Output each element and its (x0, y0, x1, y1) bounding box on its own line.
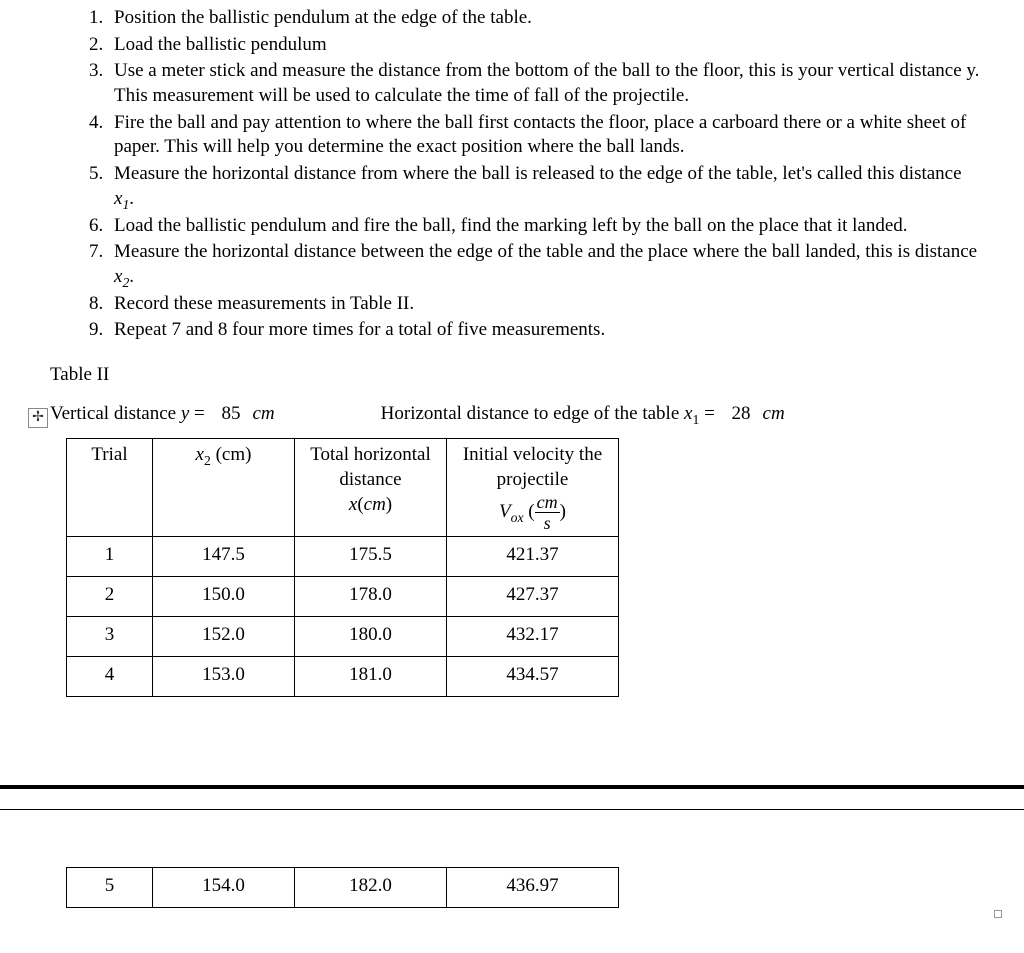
cell-trial: 1 (67, 536, 153, 576)
table-row: 3 152.0 180.0 432.17 (67, 616, 619, 656)
cell-trial: 3 (67, 616, 153, 656)
cell-trial: 2 (67, 576, 153, 616)
col-total-l2: distance (339, 469, 401, 490)
step-text: Position the ballistic pendulum at the e… (114, 7, 532, 28)
step-text: Record these measurements in Table II. (114, 293, 414, 314)
cell-x2: 153.0 (153, 656, 295, 696)
cell-x: 178.0 (295, 576, 447, 616)
cell-x2: 154.0 (153, 867, 295, 907)
step-item: Measure the horizontal distance between … (108, 240, 984, 289)
col-trial: Trial (67, 439, 153, 536)
frac-num: cm (535, 493, 560, 513)
col-vox: Initial velocity the projectile Vox ( cm… (447, 439, 619, 536)
step-item: Position the ballistic pendulum at the e… (108, 6, 984, 31)
col-x2-sub: 2 (204, 453, 211, 468)
vox-sub: ox (511, 509, 524, 524)
cell-x: 182.0 (295, 867, 447, 907)
vox-unit-fraction: cm s (535, 493, 560, 532)
cell-x2: 150.0 (153, 576, 295, 616)
col-x2-var: x (196, 444, 204, 465)
cell-trial: 5 (67, 867, 153, 907)
var-x2-sub: 2 (122, 275, 129, 290)
horizontal-eq: = (699, 403, 719, 424)
data-table-upper: Trial x2 (cm) Total horizontal distance … (66, 438, 619, 696)
step-text: Fire the ball and pay attention to where… (114, 112, 966, 158)
vertical-unit: cm (253, 403, 275, 424)
anchor-glyph: ✢ (32, 411, 44, 425)
step-text: Repeat 7 and 8 four more times for a tot… (114, 319, 605, 340)
vertical-value: 85 (210, 402, 253, 427)
step-item: Fire the ball and pay attention to where… (108, 111, 984, 160)
horizontal-value: 28 (720, 402, 763, 427)
cell-vox: 421.37 (447, 536, 619, 576)
procedure-list: Position the ballistic pendulum at the e… (80, 6, 984, 343)
table-header-row: Trial x2 (cm) Total horizontal distance … (67, 439, 619, 536)
cell-vox: 434.57 (447, 656, 619, 696)
table-row: 1 147.5 175.5 421.37 (67, 536, 619, 576)
col-vox-l2: projectile (497, 469, 569, 490)
vox-v: V (499, 501, 511, 522)
distance-summary: Vertical distance y = 85cm Horizontal di… (50, 402, 984, 427)
col-x2: x2 (cm) (153, 439, 295, 536)
cell-x2: 147.5 (153, 536, 295, 576)
col-x2-unit: (cm) (211, 444, 252, 465)
step-item: Use a meter stick and measure the distan… (108, 59, 984, 108)
col-total-paren-close: ) (386, 494, 392, 515)
step-item: Load the ballistic pendulum (108, 33, 984, 58)
step-text: Measure the horizontal distance between … (114, 241, 977, 262)
table-row: 2 150.0 178.0 427.37 (67, 576, 619, 616)
col-vox-l1: Initial velocity the (463, 444, 602, 465)
vertical-distance-label: Vertical distance (50, 403, 181, 424)
step-text: Use a meter stick and measure the distan… (114, 60, 979, 106)
col-total-x: Total horizontal distance x(cm) (295, 439, 447, 536)
step-text: Load the ballistic pendulum and fire the… (114, 215, 908, 236)
step-item: Load the ballistic pendulum and fire the… (108, 214, 984, 239)
page-break (0, 785, 1024, 821)
col-total-l1: Total horizontal (310, 444, 431, 465)
cell-x: 181.0 (295, 656, 447, 696)
col-total-unit: cm (364, 494, 386, 515)
cell-x: 180.0 (295, 616, 447, 656)
resize-handle-icon[interactable] (994, 910, 1002, 918)
horizontal-unit: cm (763, 403, 785, 424)
table-anchor-icon[interactable]: ✢ (28, 408, 48, 428)
step-item: Repeat 7 and 8 four more times for a tot… (108, 318, 984, 343)
horizontal-distance-label: Horizontal distance to edge of the table (381, 403, 684, 424)
frac-den: s (535, 513, 560, 532)
vertical-eq: = (189, 403, 209, 424)
cell-vox: 432.17 (447, 616, 619, 656)
step-item: Measure the horizontal distance from whe… (108, 162, 984, 211)
cell-vox: 427.37 (447, 576, 619, 616)
cell-vox: 436.97 (447, 867, 619, 907)
step-item: Record these measurements in Table II. (108, 292, 984, 317)
step-text: Load the ballistic pendulum (114, 34, 327, 55)
table-label: Table II (50, 363, 984, 388)
cell-trial: 4 (67, 656, 153, 696)
data-table-lower: 5 154.0 182.0 436.97 (66, 867, 619, 908)
table-row: 4 153.0 181.0 434.57 (67, 656, 619, 696)
cell-x: 175.5 (295, 536, 447, 576)
cell-x2: 152.0 (153, 616, 295, 656)
table-row: 5 154.0 182.0 436.97 (67, 867, 619, 907)
var-x1-sub: 1 (122, 197, 129, 212)
step-text: Measure the horizontal distance from whe… (114, 163, 962, 184)
